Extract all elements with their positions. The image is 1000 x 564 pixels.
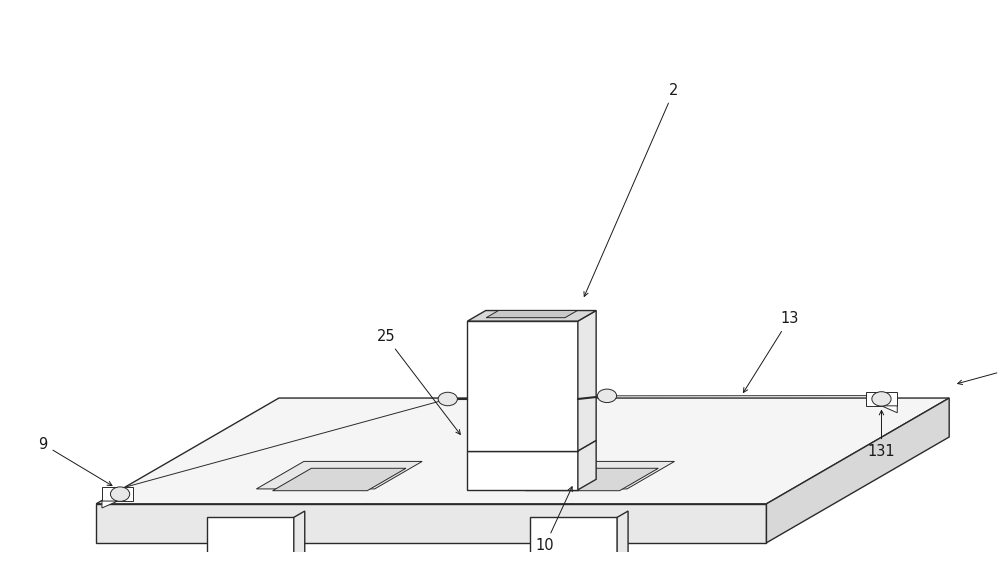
- Polygon shape: [467, 321, 578, 451]
- Ellipse shape: [597, 389, 617, 403]
- Polygon shape: [294, 446, 611, 522]
- Polygon shape: [881, 406, 897, 413]
- Polygon shape: [617, 511, 628, 564]
- Text: 9: 9: [39, 437, 112, 486]
- Text: 131: 131: [868, 411, 895, 459]
- Polygon shape: [256, 461, 422, 489]
- Ellipse shape: [872, 391, 891, 406]
- Text: 1: 1: [958, 363, 1000, 385]
- Polygon shape: [96, 504, 766, 543]
- Polygon shape: [467, 451, 578, 490]
- Polygon shape: [96, 398, 949, 504]
- Ellipse shape: [234, 556, 259, 564]
- Polygon shape: [273, 468, 406, 491]
- Polygon shape: [486, 311, 577, 318]
- Polygon shape: [467, 311, 596, 321]
- Text: 25: 25: [376, 329, 460, 434]
- Text: 2: 2: [584, 83, 679, 297]
- Text: 16: 16: [0, 563, 1, 564]
- Polygon shape: [578, 311, 596, 451]
- Ellipse shape: [438, 393, 457, 406]
- Polygon shape: [525, 468, 658, 491]
- Polygon shape: [578, 440, 596, 490]
- Polygon shape: [509, 461, 675, 489]
- Ellipse shape: [110, 487, 130, 501]
- Polygon shape: [866, 392, 897, 406]
- Polygon shape: [294, 511, 305, 564]
- Polygon shape: [522, 446, 705, 522]
- Polygon shape: [102, 487, 133, 501]
- Text: 10: 10: [536, 487, 572, 553]
- Text: 13: 13: [743, 311, 799, 393]
- Text: 14: 14: [0, 563, 1, 564]
- Polygon shape: [530, 517, 617, 564]
- Polygon shape: [102, 501, 118, 508]
- Polygon shape: [207, 517, 294, 564]
- Polygon shape: [766, 398, 949, 543]
